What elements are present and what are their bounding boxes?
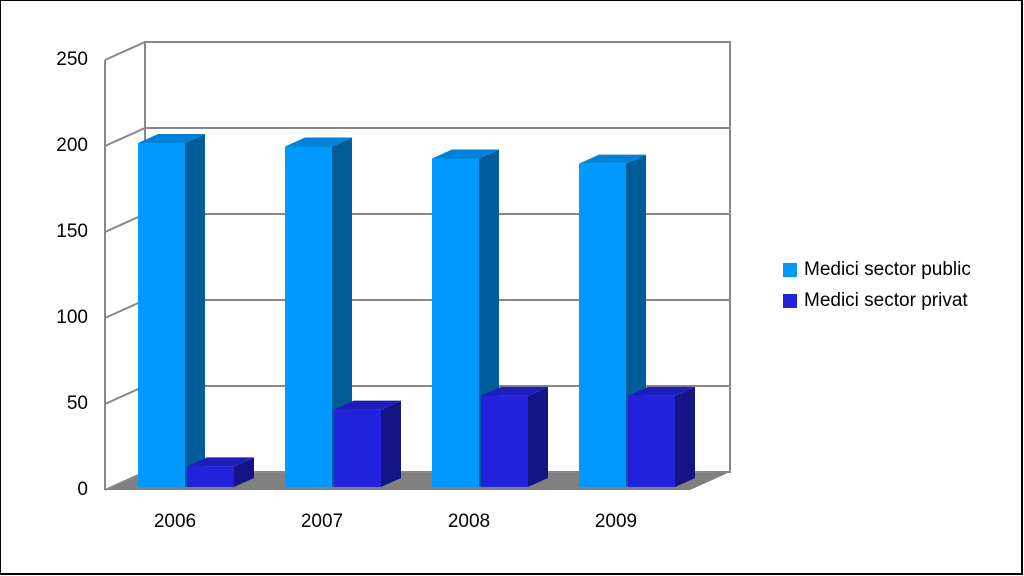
legend-label: Medici sector privat: [804, 290, 968, 311]
bar: [187, 457, 254, 487]
floor: [105, 472, 730, 490]
bar: [285, 137, 352, 487]
bar-front: [138, 143, 185, 487]
x-tick-label: 2009: [595, 511, 637, 532]
bar: [138, 134, 205, 487]
y-tick-label: 100: [56, 307, 88, 328]
grid-line: [104, 127, 146, 147]
bar-side: [528, 386, 548, 487]
bar-top: [481, 386, 548, 396]
bar-front: [187, 466, 234, 487]
bar-front: [628, 395, 675, 487]
bar-top: [334, 400, 401, 410]
y-tick-label: 200: [56, 135, 88, 156]
grid-line: [104, 41, 146, 61]
bar-top: [138, 134, 205, 143]
bar-front: [334, 409, 381, 487]
bar-top: [285, 137, 352, 147]
bar-top: [628, 386, 695, 396]
bar-top: [432, 149, 499, 159]
legend-label: Medici sector public: [804, 259, 971, 280]
x-tick-label: 2007: [301, 511, 343, 532]
bar-top: [579, 154, 646, 164]
x-tick-label: 2008: [448, 511, 490, 532]
bar: [481, 386, 548, 487]
bar-side: [234, 457, 254, 487]
bar-top: [187, 457, 254, 467]
bar-front: [285, 146, 332, 487]
bar-front: [481, 395, 528, 487]
y-tick-label: 50: [67, 393, 88, 414]
bar-side: [675, 386, 695, 487]
bar: [334, 400, 401, 487]
bar: [628, 386, 695, 487]
bar-side: [185, 134, 205, 487]
bar-side: [332, 137, 352, 487]
bar-side: [381, 400, 401, 487]
bar-front: [579, 163, 626, 487]
legend-swatch: [783, 294, 797, 308]
x-tick-label: 2006: [154, 511, 196, 532]
y-tick-label: 0: [77, 479, 88, 500]
y-tick-label: 150: [56, 221, 88, 242]
legend-swatch: [783, 263, 797, 277]
y-tick-label: 250: [56, 49, 88, 70]
bar-front: [432, 158, 479, 488]
